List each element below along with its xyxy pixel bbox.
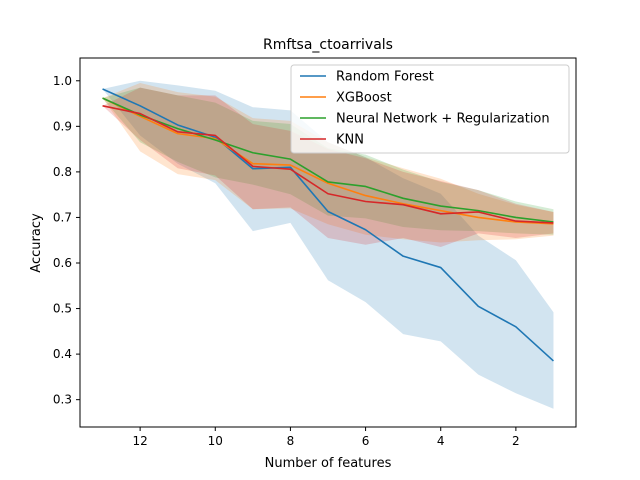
x-axis-ticks: 12 10 8 6 4 2 [132,427,520,448]
neural-network-regularization-line [102,97,554,223]
y-tick-label: 0.7 [53,210,72,224]
y-axis-label: Accuracy [29,213,44,273]
y-tick-label: 0.9 [53,119,72,133]
legend-label: Random Forest [336,70,434,85]
xgboost-line [102,97,554,225]
y-tick-label: 1.0 [53,74,72,88]
x-tick-label: 6 [362,434,370,448]
random-forest-band [102,80,554,409]
x-tick-label: 12 [132,434,147,448]
x-tick-label: 2 [512,434,520,448]
x-tick-label: 10 [208,434,223,448]
legend-box [290,64,570,154]
y-axis-ticks: 0.3 0.4 0.5 0.6 0.7 0.8 0.9 1.0 [53,74,80,407]
x-tick-label: 4 [437,434,445,448]
y-tick-label: 0.6 [53,256,72,270]
xgboost-band [102,83,554,243]
chart-title: Rmftsa_ctoarrivals [263,37,393,53]
legend-label: XGBoost [336,91,392,106]
legend: Random Forest XGBoost Neural Network + Reg… [290,64,570,154]
knn-line [102,105,554,224]
axes-frame [79,57,577,428]
y-tick-label: 0.8 [53,165,72,179]
y-tick-label: 0.3 [53,393,72,407]
neural-network-regularization-band [102,87,554,235]
x-axis-label: Number of features [265,456,392,471]
x-tick-label: 8 [287,434,295,448]
legend-label: KNN [336,133,364,148]
series-lines [102,88,554,362]
y-tick-label: 0.5 [53,302,72,316]
random-forest-line [102,88,554,362]
y-tick-label: 0.4 [53,347,72,361]
confidence-bands [102,80,554,409]
legend-label: Neural Network + Regularization [336,112,550,127]
knn-band [102,87,554,248]
